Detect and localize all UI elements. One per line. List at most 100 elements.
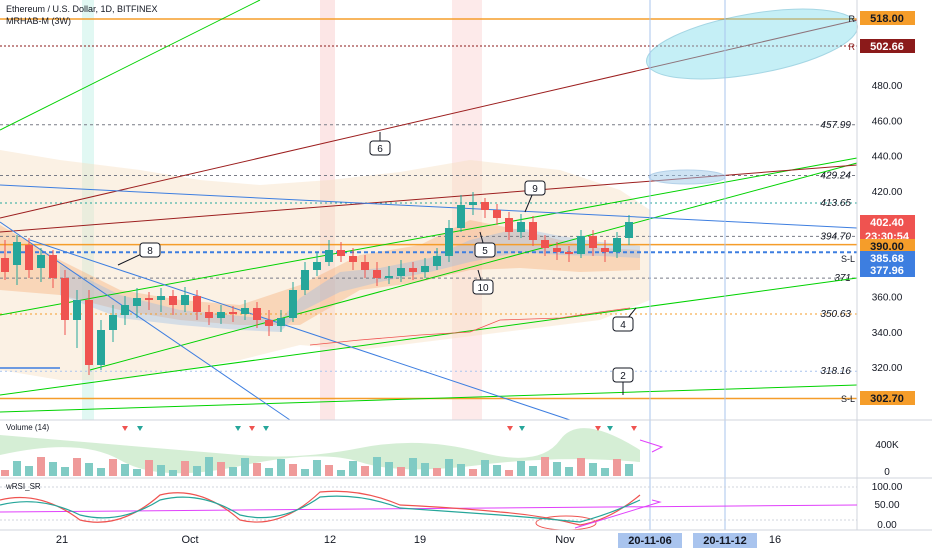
candle-body[interactable] (529, 222, 537, 240)
candle-body[interactable] (385, 276, 393, 278)
candle-body[interactable] (13, 242, 21, 265)
candle-body[interactable] (97, 330, 105, 365)
candle-body[interactable] (109, 315, 117, 330)
trend-lines[interactable] (0, 0, 858, 421)
candle-body[interactable] (25, 245, 33, 270)
candle-body[interactable] (241, 308, 249, 314)
candle-body[interactable] (577, 236, 585, 254)
callout-labels[interactable]: 6 9 8 5 10 4 2 (117, 132, 637, 395)
volume-bar (277, 459, 285, 476)
candle-body[interactable] (253, 308, 261, 320)
price-badge-value: 518.00 (870, 13, 904, 25)
candle-body[interactable] (205, 312, 213, 318)
candle-body[interactable] (313, 262, 321, 270)
candle-body[interactable] (613, 238, 621, 252)
price-tick-label: 320.00 (872, 363, 903, 374)
volume-pane-title[interactable]: Volume (14) (6, 423, 50, 432)
trendline-green-steep[interactable] (0, 0, 261, 131)
candle-body[interactable] (409, 268, 417, 272)
trendline-blue-3[interactable] (29, 239, 571, 421)
candle-body[interactable] (229, 312, 237, 314)
candle-body[interactable] (1, 258, 9, 272)
volume-bar (25, 466, 33, 476)
candle-body[interactable] (121, 305, 129, 315)
candle-body[interactable] (181, 295, 189, 305)
callout-box[interactable] (369, 140, 391, 156)
candle-body[interactable] (493, 210, 501, 218)
rsi-pane-title[interactable]: wRSI_SR (6, 482, 41, 491)
candle-body[interactable] (553, 248, 561, 252)
trendline-green-3[interactable] (0, 277, 858, 396)
candle-body[interactable] (277, 318, 285, 326)
callout-number: 9 (532, 184, 538, 195)
volume-bar (361, 466, 369, 476)
candle-body[interactable] (325, 250, 333, 262)
candle-body[interactable] (193, 296, 201, 312)
symbol-title[interactable]: Ethereum / U.S. Dollar, 1D, BITFINEX (6, 4, 158, 14)
callout-box[interactable] (139, 242, 161, 258)
candle-body[interactable] (145, 298, 153, 300)
trendline-darkred-1[interactable] (0, 19, 858, 219)
volume-signal-marker (631, 426, 637, 431)
volume-signal-marker (235, 426, 241, 431)
volume-scale-label: 0 (884, 467, 890, 478)
trendline-blue-1[interactable] (0, 184, 858, 229)
candle-body[interactable] (61, 278, 69, 320)
candle-body[interactable] (589, 236, 597, 248)
candle-body[interactable] (541, 240, 549, 248)
candle-body[interactable] (469, 202, 477, 205)
volume-bars: 400K 0 (0, 426, 899, 478)
candle-body[interactable] (421, 266, 429, 272)
candle-body[interactable] (37, 255, 45, 268)
price-tick-label: 420.00 (872, 187, 903, 198)
trendline-green-2[interactable] (89, 162, 858, 371)
candle-body[interactable] (601, 248, 609, 252)
trendline-green-4[interactable] (0, 384, 858, 413)
candlesticks[interactable] (1, 192, 633, 375)
candle-body[interactable] (301, 270, 309, 290)
indicator-title[interactable]: MRHAB-M (3W) (6, 16, 71, 26)
target-ellipse-small[interactable] (648, 169, 726, 185)
candle-body[interactable] (265, 320, 273, 326)
price-badge (860, 215, 915, 229)
trendline-blue-2[interactable] (0, 221, 291, 421)
trendline-green-1[interactable] (0, 157, 858, 316)
candle-body[interactable] (349, 256, 357, 262)
candle-body[interactable] (457, 205, 465, 228)
candle-body[interactable] (217, 312, 225, 318)
time-axis[interactable]: 21 Oct 12 19 Nov 16 20-11-06 20-11-12 (56, 533, 781, 548)
candle-body[interactable] (565, 252, 573, 254)
candle-body[interactable] (361, 262, 369, 270)
volume-signal-marker (137, 426, 143, 431)
candle-body[interactable] (157, 296, 165, 300)
candle-body[interactable] (337, 250, 345, 256)
price-badge-prefix: S-L (841, 254, 855, 264)
candle-body[interactable] (169, 296, 177, 305)
volume-bar (349, 461, 357, 476)
candle-body[interactable] (625, 222, 633, 238)
candle-body[interactable] (433, 256, 441, 266)
candle-body[interactable] (133, 298, 141, 306)
rsi-scale-label: 50.00 (874, 500, 899, 511)
candle-body[interactable] (445, 228, 453, 256)
candle-body[interactable] (373, 270, 381, 278)
candle-body[interactable] (397, 268, 405, 276)
volume-bar (397, 467, 405, 476)
candle-body[interactable] (289, 290, 297, 318)
candle-body[interactable] (505, 218, 513, 232)
callout-box[interactable] (472, 279, 494, 295)
callout-box[interactable] (612, 316, 634, 332)
callout-box[interactable] (612, 367, 634, 383)
price-badge-prefix: R (849, 42, 856, 52)
callout-box[interactable] (474, 242, 496, 258)
volume-bar (445, 459, 453, 476)
candle-body[interactable] (85, 300, 93, 365)
candle-body[interactable] (481, 202, 489, 210)
callout-box[interactable] (524, 180, 546, 196)
candle-body[interactable] (49, 255, 57, 278)
callout-number: 10 (477, 283, 489, 294)
candle-body[interactable] (517, 222, 525, 232)
candle-body[interactable] (73, 300, 81, 320)
